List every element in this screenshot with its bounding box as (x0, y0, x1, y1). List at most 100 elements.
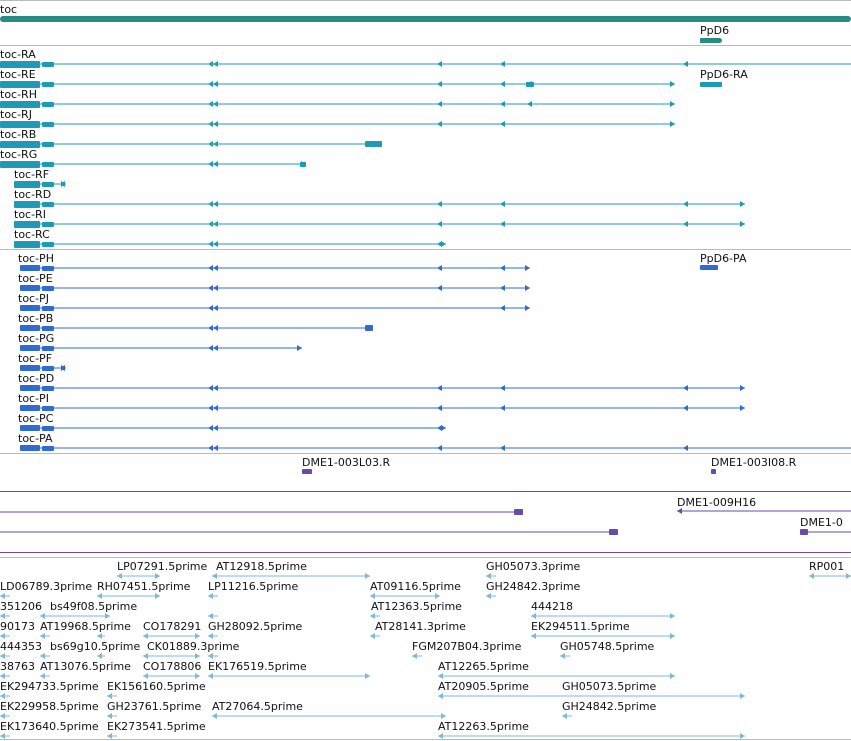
exon-block[interactable] (42, 406, 54, 411)
strand-arrow-glyph[interactable] (213, 445, 218, 451)
exon-block[interactable] (42, 426, 54, 431)
strand-arrow-glyph[interactable] (155, 593, 160, 599)
clone-glyph[interactable] (800, 529, 808, 535)
strand-arrow-glyph[interactable] (740, 405, 745, 411)
strand-arrow-glyph[interactable] (500, 385, 505, 391)
exon-block[interactable] (42, 62, 54, 67)
exon-block[interactable] (42, 202, 54, 207)
strand-arrow-glyph[interactable] (143, 673, 148, 679)
exon-block[interactable] (0, 141, 40, 148)
strand-arrow-glyph[interactable] (208, 265, 213, 271)
est-label[interactable]: AT12265.5prime (438, 660, 529, 673)
est-label[interactable]: GH05073.5prime (562, 680, 657, 693)
est-label[interactable]: AT13076.5prime (40, 660, 131, 673)
exon-block[interactable] (0, 161, 40, 168)
strand-arrow-glyph[interactable] (809, 573, 814, 579)
est-label[interactable]: AT27064.5prime (212, 700, 303, 713)
strand-arrow-glyph[interactable] (560, 653, 565, 659)
exon-block[interactable] (42, 286, 54, 291)
strand-arrow-glyph[interactable] (677, 508, 682, 514)
strand-arrow-glyph[interactable] (208, 405, 213, 411)
exon-block[interactable] (42, 346, 54, 351)
strand-arrow-glyph[interactable] (208, 305, 213, 311)
strand-arrow-glyph[interactable] (195, 653, 200, 659)
exon-block[interactable] (42, 306, 54, 311)
strand-arrow-glyph[interactable] (213, 385, 218, 391)
clone-label[interactable]: DME1-0 (800, 516, 843, 529)
strand-arrow-glyph[interactable] (500, 285, 505, 291)
strand-arrow-glyph[interactable] (208, 101, 213, 107)
est-label[interactable]: 444218 (531, 600, 573, 613)
strand-arrow-glyph[interactable] (437, 61, 442, 67)
strand-arrow-glyph[interactable] (208, 653, 213, 659)
strand-arrow-glyph[interactable] (0, 673, 5, 679)
est-label[interactable]: GH24842.5prime (562, 700, 657, 713)
strand-arrow-glyph[interactable] (740, 385, 745, 391)
est-label[interactable]: LP07291.5prime (117, 560, 208, 573)
strand-arrow-glyph[interactable] (213, 141, 218, 147)
clone-glyph[interactable] (302, 469, 312, 474)
exon-block[interactable] (20, 265, 40, 271)
est-label[interactable]: GH05073.3prime (486, 560, 581, 573)
est-label[interactable]: FGM207B04.3prime (412, 640, 522, 653)
transcript-label[interactable]: toc-RI (14, 208, 46, 221)
strand-arrow-glyph[interactable] (500, 265, 505, 271)
est-label[interactable]: bs69g10.5prime (50, 640, 141, 653)
est-label[interactable]: 444353 (0, 640, 42, 653)
exon-block[interactable] (42, 182, 54, 187)
strand-arrow-glyph[interactable] (377, 141, 382, 147)
exon-block[interactable] (0, 101, 40, 108)
exon-block[interactable] (42, 162, 54, 167)
strand-arrow-glyph[interactable] (208, 201, 213, 207)
strand-arrow-glyph[interactable] (40, 613, 45, 619)
transcript-label[interactable]: toc-RA (0, 48, 36, 61)
exon-block[interactable] (42, 82, 54, 87)
strand-arrow-glyph[interactable] (525, 265, 530, 271)
est-label[interactable]: CK01889.3prime (147, 640, 240, 653)
protein-label[interactable]: toc-PE (18, 272, 53, 285)
strand-arrow-glyph[interactable] (438, 673, 443, 679)
est-label[interactable]: EK229958.5prime (0, 700, 99, 713)
strand-arrow-glyph[interactable] (143, 653, 148, 659)
strand-arrow-glyph[interactable] (437, 201, 442, 207)
strand-arrow-glyph[interactable] (437, 385, 442, 391)
protein-label[interactable]: toc-PG (18, 332, 55, 345)
strand-arrow-glyph[interactable] (213, 121, 218, 127)
exon-block[interactable] (42, 222, 54, 227)
strand-arrow-glyph[interactable] (437, 265, 442, 271)
strand-arrow-glyph[interactable] (740, 201, 745, 207)
strand-arrow-glyph[interactable] (441, 241, 446, 247)
exon-block[interactable] (14, 221, 40, 228)
strand-arrow-glyph[interactable] (437, 425, 442, 431)
strand-arrow-glyph[interactable] (0, 653, 5, 659)
ppd6-pa-feature[interactable] (700, 265, 718, 270)
protein-label[interactable]: toc-PA (18, 432, 53, 445)
strand-arrow-glyph[interactable] (40, 653, 45, 659)
strand-arrow-glyph[interactable] (670, 101, 675, 107)
protein-label[interactable]: toc-PH (18, 252, 54, 265)
strand-arrow-glyph[interactable] (683, 201, 688, 207)
exon-block[interactable] (0, 81, 40, 88)
transcript-label[interactable]: toc-RE (0, 68, 36, 81)
strand-arrow-glyph[interactable] (97, 593, 102, 599)
transcript-label[interactable]: toc-RC (14, 228, 50, 241)
exon-block[interactable] (14, 201, 40, 208)
strand-arrow-glyph[interactable] (61, 181, 66, 187)
strand-arrow-glyph[interactable] (208, 285, 213, 291)
exon-block[interactable] (20, 285, 40, 291)
strand-arrow-glyph[interactable] (435, 593, 440, 599)
strand-arrow-glyph[interactable] (208, 445, 213, 451)
strand-arrow-glyph[interactable] (0, 713, 5, 719)
strand-arrow-glyph[interactable] (97, 633, 102, 639)
exon-block[interactable] (42, 266, 54, 271)
est-label[interactable]: EK273541.5prime (107, 720, 206, 733)
est-label[interactable]: bs49f08.5prime (50, 600, 138, 613)
protein-label[interactable]: toc-PJ (18, 292, 49, 305)
exon-block[interactable] (42, 242, 54, 247)
est-label[interactable]: RP001 (809, 560, 845, 573)
strand-arrow-glyph[interactable] (683, 385, 688, 391)
exon-block[interactable] (20, 445, 40, 451)
transcript-label[interactable]: toc-RF (14, 168, 50, 181)
est-label[interactable]: 38763 (0, 660, 35, 673)
strand-arrow-glyph[interactable] (213, 305, 218, 311)
